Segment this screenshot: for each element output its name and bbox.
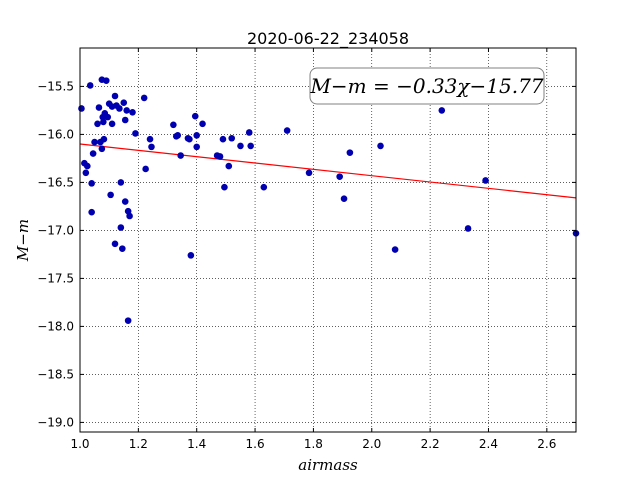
data-point xyxy=(174,132,182,139)
data-point xyxy=(177,152,184,159)
data-point xyxy=(104,113,112,121)
data-point xyxy=(336,173,343,180)
data-point xyxy=(148,143,155,151)
data-point xyxy=(186,135,193,143)
data-point xyxy=(237,142,244,150)
data-point xyxy=(116,105,123,112)
data-point xyxy=(245,129,253,136)
data-point xyxy=(123,107,130,114)
data-point xyxy=(121,198,129,205)
data-point xyxy=(111,92,119,100)
data-point xyxy=(124,317,132,324)
fit-annotation-text: M−m = −0.33χ−15.77 xyxy=(309,74,543,98)
data-point xyxy=(346,149,354,156)
data-point xyxy=(95,104,103,111)
fit-line-group xyxy=(79,143,577,199)
data-point xyxy=(219,135,227,143)
data-point xyxy=(146,135,154,143)
data-point xyxy=(225,162,233,170)
y-tick-label: −17.5 xyxy=(37,271,74,285)
y-tick-label: −15.5 xyxy=(37,79,74,93)
data-point xyxy=(247,142,254,150)
x-tick-label: 1.2 xyxy=(129,437,148,451)
data-point xyxy=(108,120,116,128)
y-tick-label: −19.0 xyxy=(37,415,74,429)
data-point xyxy=(216,153,224,160)
fit-line xyxy=(79,143,577,199)
data-point xyxy=(464,225,472,232)
data-point xyxy=(193,143,201,151)
data-point xyxy=(191,112,199,120)
data-point xyxy=(86,82,94,89)
plot-frame xyxy=(79,47,577,433)
chart-title: 2020-06-22_234058 xyxy=(247,29,409,49)
data-point xyxy=(377,142,384,150)
data-point xyxy=(120,99,128,107)
data-point xyxy=(187,252,195,259)
data-point xyxy=(102,77,110,84)
data-point xyxy=(305,169,313,177)
data-point xyxy=(142,165,149,173)
data-point xyxy=(117,179,125,186)
data-point xyxy=(89,150,97,157)
data-point xyxy=(121,116,129,124)
data-point xyxy=(283,127,291,134)
x-tick-label: 2.0 xyxy=(362,437,381,451)
data-point xyxy=(100,118,107,126)
x-tick-label: 1.8 xyxy=(304,437,323,451)
data-point xyxy=(91,138,98,146)
x-tick-label: 1.4 xyxy=(187,437,206,451)
data-point xyxy=(482,177,489,184)
y-tick-label: −18.5 xyxy=(37,367,74,381)
fit-annotation-box xyxy=(309,67,545,105)
data-point xyxy=(391,246,399,253)
data-point xyxy=(126,212,133,220)
data-point xyxy=(260,183,268,191)
data-point xyxy=(228,134,236,142)
data-point xyxy=(199,120,206,128)
data-point xyxy=(221,183,228,191)
data-point xyxy=(117,224,125,231)
y-axis-label: M−m xyxy=(14,219,32,262)
data-point xyxy=(100,135,108,143)
fit-annotation: M−m = −0.33χ−15.77 xyxy=(309,67,545,105)
data-point xyxy=(340,195,348,203)
x-axis-label: airmass xyxy=(298,456,358,474)
y-tick-label: −17.0 xyxy=(37,223,74,237)
axis-ticks: 1.0 1.2 1.4 1.6 1.8 2.0 2.2 2.4 2.6 −15.5 −16.0 −16… xyxy=(37,48,576,451)
y-tick-label: −16.5 xyxy=(37,175,74,189)
x-tick-label: 2.2 xyxy=(421,437,440,451)
x-tick-label: 2.6 xyxy=(537,437,556,451)
data-point xyxy=(129,109,136,116)
data-point xyxy=(88,208,95,216)
data-point xyxy=(94,120,101,128)
x-tick-label: 1.6 xyxy=(246,437,265,451)
y-tick-label: −16.0 xyxy=(37,127,74,141)
x-tick-label: 1.0 xyxy=(70,437,89,451)
data-point xyxy=(88,180,95,187)
data-point xyxy=(78,105,85,112)
data-point xyxy=(140,94,148,102)
data-point xyxy=(170,121,177,129)
data-point xyxy=(98,145,106,153)
data-point xyxy=(119,245,126,252)
data-point xyxy=(438,107,446,114)
data-point xyxy=(111,240,119,248)
y-tick-label: −18.0 xyxy=(37,319,74,333)
data-point xyxy=(132,130,139,137)
x-tick-label: 2.4 xyxy=(479,437,498,451)
data-points xyxy=(78,76,580,324)
data-point xyxy=(82,169,90,177)
data-point xyxy=(83,162,91,170)
data-point xyxy=(193,132,201,139)
data-point xyxy=(107,191,114,199)
